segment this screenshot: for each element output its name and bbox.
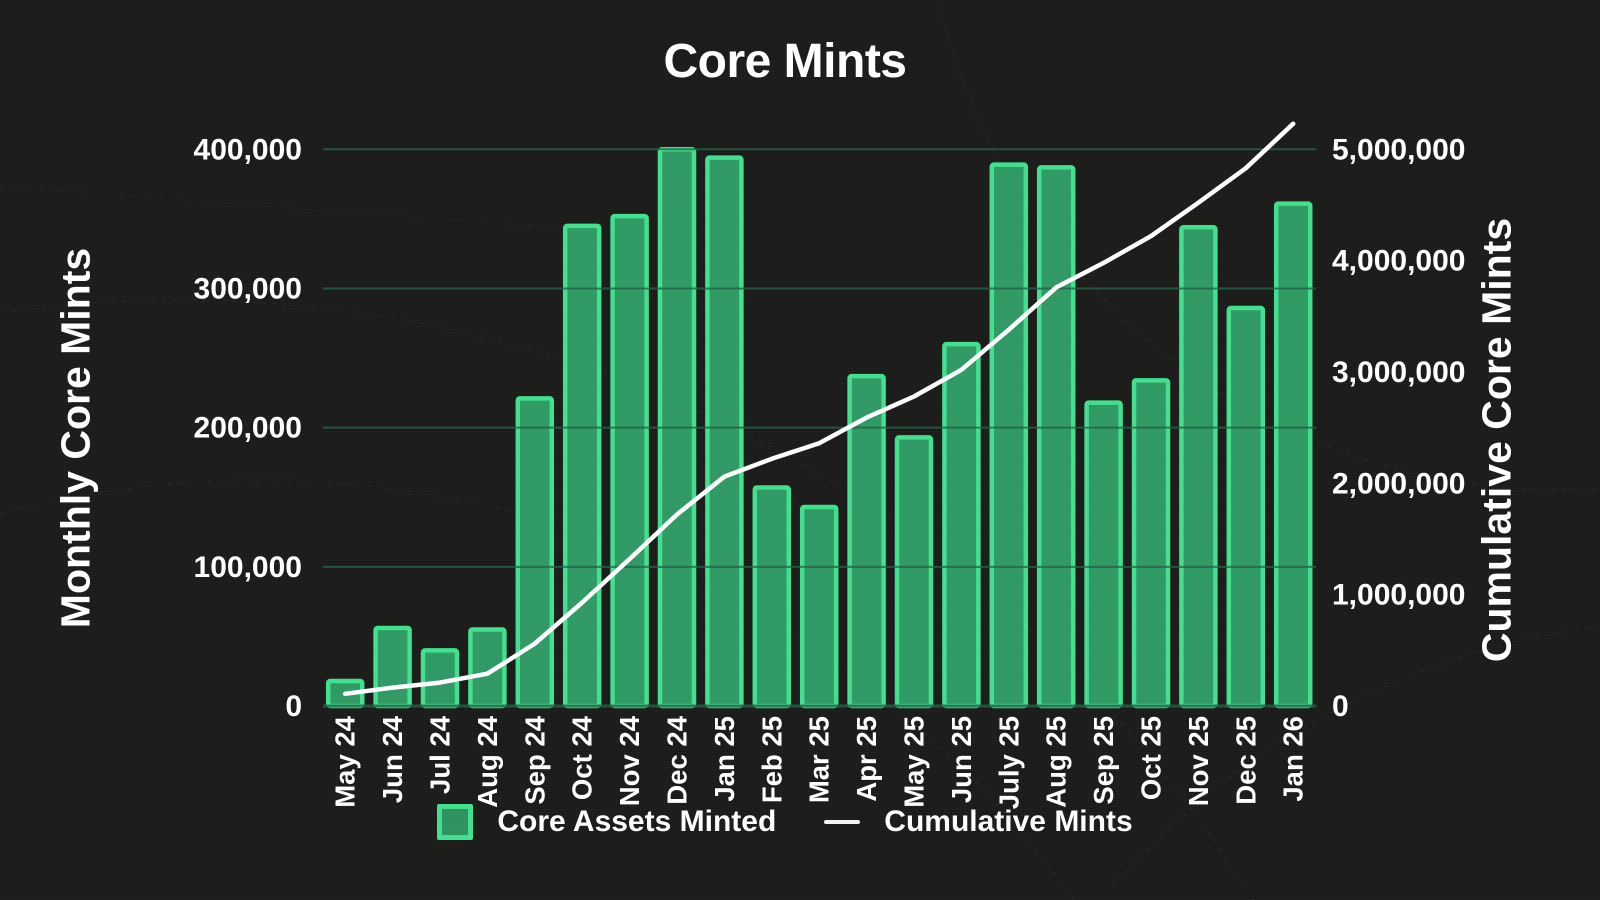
- chart-legend: Core Assets Minted Cumulative Mints: [0, 804, 1570, 840]
- bar-jun-25: [942, 341, 981, 709]
- x-axis-tick-label: Sep 25: [1088, 716, 1119, 805]
- x-axis-tick-label: May 24: [330, 715, 361, 807]
- bar-oct-25: [1131, 378, 1171, 709]
- bar-may-25: [894, 435, 934, 709]
- bar-dec-25: [1226, 305, 1266, 709]
- left-axis-tick-label: 300,000: [194, 272, 302, 305]
- bar-nov-24: [610, 213, 649, 709]
- x-axis-tick-label: Nov 24: [614, 715, 645, 806]
- bar-mar-25: [799, 504, 839, 709]
- left-axis-tick-label: 200,000: [194, 412, 302, 445]
- right-axis-tick-label: 1,000,000: [1332, 579, 1465, 612]
- x-axis-tick-label: Jan 26: [1278, 716, 1309, 802]
- x-axis-tick-label: Oct 24: [567, 715, 598, 800]
- line-legend-dash-icon: [824, 820, 861, 824]
- right-axis-tick-label: 5,000,000: [1332, 133, 1465, 166]
- bar-aug-25: [1036, 165, 1076, 709]
- bar-legend-label: Core Assets Minted: [497, 805, 777, 838]
- x-axis-tick-label: Jan 25: [709, 716, 740, 802]
- right-axis-tick-label: 4,000,000: [1332, 245, 1465, 278]
- bar-legend-swatch: [437, 804, 474, 840]
- chart-title: Core Mints: [663, 35, 907, 88]
- right-axis-tick-label: 2,000,000: [1332, 467, 1465, 500]
- bar-sep-25: [1084, 400, 1123, 709]
- x-axis-tick-label: Jun 24: [377, 715, 408, 803]
- x-axis-tick-label: May 25: [899, 716, 930, 808]
- x-axis-tick-label: Mar 25: [804, 716, 835, 803]
- x-axis-tick-label: Dec 24: [662, 715, 693, 804]
- bar-jan-25: [705, 155, 744, 709]
- bar-oct-24: [562, 223, 602, 709]
- x-axis-tick-label: July 25: [993, 716, 1024, 809]
- left-axis-tick-label: 100,000: [194, 551, 302, 584]
- line-legend-label: Cumulative Mints: [884, 805, 1133, 838]
- x-axis-tick-label: Dec 25: [1230, 716, 1261, 805]
- decorative-arc: [0, 479, 1076, 900]
- x-axis-tick-label: Jul 24: [425, 715, 456, 794]
- right-axis-tick-label: 3,000,000: [1332, 356, 1465, 389]
- left-axis-title: Monthly Core Mints: [52, 247, 99, 629]
- left-axis-tick-label: 400,000: [194, 133, 302, 166]
- x-axis-tick-label: Oct 25: [1136, 716, 1167, 800]
- left-axis-tick-label: 0: [285, 690, 302, 723]
- bar-sep-24: [515, 396, 555, 709]
- right-axis-title: Cumulative Core Mints: [1473, 217, 1520, 663]
- bar-july-25: [989, 162, 1029, 709]
- x-axis-tick-label: Jun 25: [946, 716, 977, 803]
- x-axis-tick-label: Nov 25: [1183, 716, 1214, 806]
- x-axis-tick-label: Sep 24: [519, 715, 550, 804]
- bar-feb-25: [752, 485, 792, 709]
- right-axis-tick-label: 0: [1332, 690, 1349, 723]
- bar-jan-26: [1273, 201, 1313, 709]
- x-axis-tick-label: Apr 25: [851, 716, 882, 802]
- x-axis-tick-label: Aug 25: [1041, 716, 1072, 808]
- bar-jun-24: [373, 625, 412, 709]
- x-axis-tick-label: Aug 24: [472, 715, 503, 807]
- bar-nov-25: [1179, 224, 1218, 709]
- x-axis-tick-label: Feb 25: [756, 716, 787, 803]
- cumulative-line: [342, 121, 1296, 697]
